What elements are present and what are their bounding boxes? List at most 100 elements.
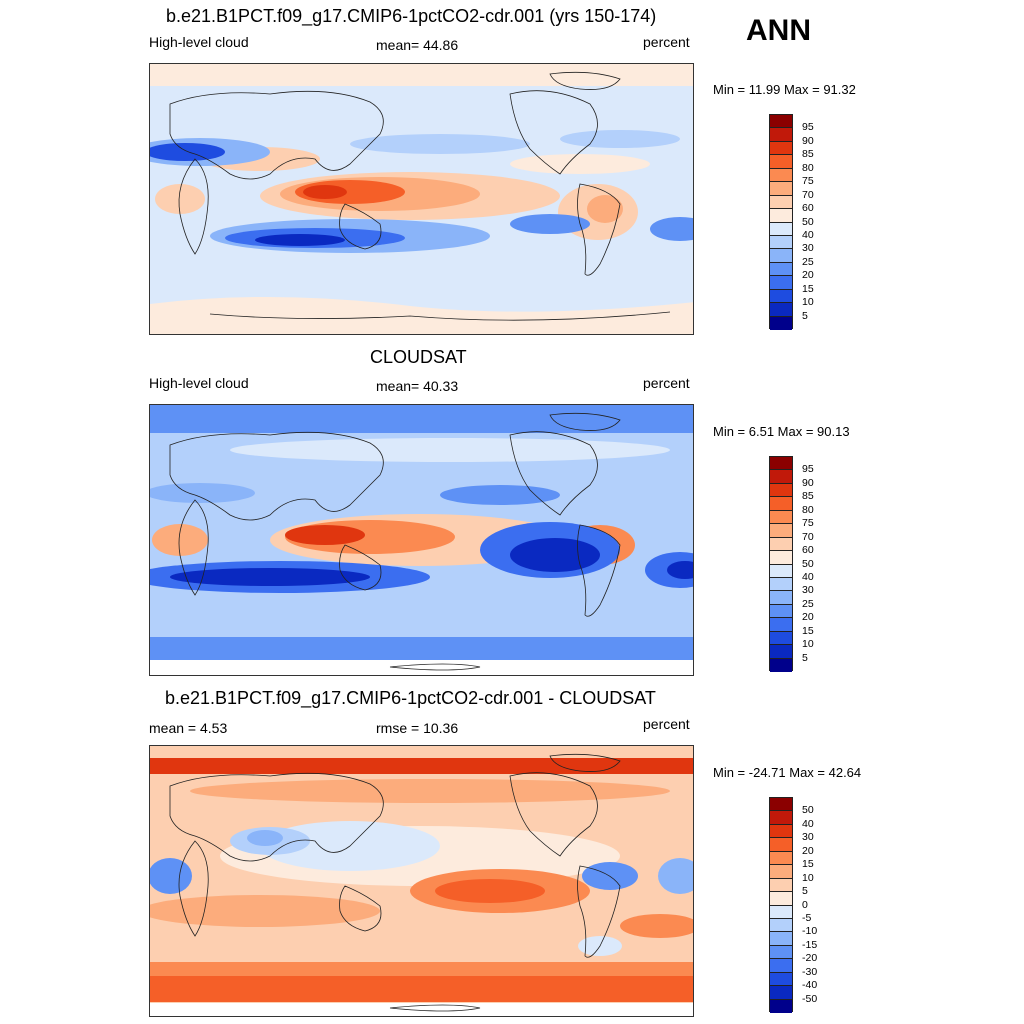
colorbar-tick-label: -40	[802, 979, 818, 992]
colorbar	[769, 114, 793, 330]
colorbar-swatch	[770, 182, 792, 196]
map-plot	[149, 745, 694, 1017]
colorbar-swatch	[770, 497, 792, 511]
colorbar-tick-label: 50	[802, 804, 814, 817]
colorbar-swatch	[770, 577, 792, 592]
colorbar-tick-label: 95	[802, 463, 814, 476]
colorbar-swatch	[770, 537, 792, 552]
colorbar-tick-label: 75	[802, 517, 814, 530]
colorbar-tick-label: 10	[802, 296, 814, 309]
colorbar-swatch	[770, 851, 792, 866]
colorbar-tick-label: -30	[802, 965, 818, 978]
mean-label: mean = 4.53	[149, 720, 228, 736]
colorbar-tick-label: 85	[802, 490, 814, 503]
mean-label: mean= 40.33	[376, 378, 459, 394]
colorbar-tick-label: 20	[802, 844, 814, 857]
mean-label: mean= 44.86	[376, 37, 459, 53]
min-max-label: Min = 6.51 Max = 90.13	[713, 424, 850, 439]
min-max-label: Min = 11.99 Max = 91.32	[713, 82, 856, 97]
colorbar-tick-label: 25	[802, 255, 814, 268]
colorbar-swatch	[770, 932, 792, 946]
colorbar-swatch	[770, 892, 792, 906]
colorbar-swatch	[770, 195, 792, 210]
colorbar	[769, 797, 793, 1013]
colorbar-swatch	[770, 483, 792, 498]
colorbar-tick-label: 20	[802, 269, 814, 282]
colorbar-swatch	[770, 168, 792, 183]
colorbar-swatch	[770, 905, 792, 919]
variable-label: High-level cloud	[149, 34, 249, 50]
colorbar-tick-label: 30	[802, 831, 814, 844]
colorbar-tick-label: 90	[802, 476, 814, 489]
colorbar-tick-label: 50	[802, 215, 814, 228]
colorbar-swatch	[770, 658, 792, 672]
colorbar-tick-label: 85	[802, 148, 814, 161]
colorbar-swatch	[770, 564, 792, 578]
colorbar-swatch	[770, 824, 792, 839]
colorbar-tick-label: -20	[802, 952, 818, 965]
panel-title: CLOUDSAT	[370, 347, 467, 367]
colorbar-swatch	[770, 316, 792, 330]
colorbar-tick-label: -50	[802, 992, 818, 1005]
colorbar-tick-label: 15	[802, 282, 814, 295]
units-label: percent	[643, 375, 690, 391]
colorbar-tick-label: -10	[802, 925, 818, 938]
min-max-label: Min = -24.71 Max = 42.64	[713, 765, 862, 780]
colorbar-swatch	[770, 155, 792, 169]
colorbar-swatch	[770, 289, 792, 304]
map-plot	[149, 404, 694, 676]
colorbar-swatch	[770, 128, 792, 142]
colorbar-tick-label: 15	[802, 858, 814, 871]
colorbar-swatch	[770, 645, 792, 659]
colorbar-tick-label: 40	[802, 228, 814, 241]
colorbar-tick-label: 70	[802, 530, 814, 543]
colorbar-swatch	[770, 510, 792, 525]
colorbar-swatch	[770, 303, 792, 317]
colorbar-swatch	[770, 591, 792, 605]
units-label: percent	[643, 34, 690, 50]
colorbar-swatch	[770, 141, 792, 156]
colorbar-swatch	[770, 524, 792, 538]
colorbar-tick-label: 50	[802, 557, 814, 570]
colorbar-swatch	[770, 604, 792, 619]
colorbar-swatch	[770, 276, 792, 290]
colorbar-tick-label: 5	[802, 309, 808, 322]
colorbar-swatch	[770, 631, 792, 646]
colorbar-tick-label: 5	[802, 885, 808, 898]
colorbar-swatch	[770, 972, 792, 987]
colorbar-tick-label: 60	[802, 544, 814, 557]
colorbar-swatch	[770, 986, 792, 1000]
colorbar-swatch	[770, 249, 792, 263]
colorbar-tick-label: 30	[802, 242, 814, 255]
colorbar-swatch	[770, 235, 792, 250]
variable-label: High-level cloud	[149, 375, 249, 391]
colorbar-tick-label: 20	[802, 611, 814, 624]
panel-title: b.e21.B1PCT.f09_g17.CMIP6-1pctCO2-cdr.00…	[165, 688, 656, 708]
colorbar-swatch	[770, 551, 792, 565]
colorbar-tick-label: 75	[802, 175, 814, 188]
colorbar-swatch	[770, 865, 792, 879]
colorbar-swatch	[770, 470, 792, 484]
colorbar-tick-label: 25	[802, 597, 814, 610]
colorbar-tick-label: -5	[802, 911, 812, 924]
colorbar-tick-label: 95	[802, 121, 814, 134]
colorbar-swatch	[770, 209, 792, 223]
colorbar-swatch	[770, 222, 792, 236]
colorbar-tick-label: 60	[802, 202, 814, 215]
colorbar	[769, 456, 793, 672]
panel-title: b.e21.B1PCT.f09_g17.CMIP6-1pctCO2-cdr.00…	[166, 6, 657, 26]
colorbar-tick-label: 90	[802, 134, 814, 147]
colorbar-tick-label: 30	[802, 584, 814, 597]
colorbar-tick-label: 40	[802, 570, 814, 583]
rmse-label: rmse = 10.36	[376, 720, 459, 736]
colorbar-tick-label: 40	[802, 817, 814, 830]
colorbar-swatch	[770, 798, 792, 812]
map-plot	[149, 63, 694, 335]
colorbar-tick-label: 5	[802, 651, 808, 664]
units-label: percent	[643, 716, 690, 732]
colorbar-swatch	[770, 457, 792, 471]
colorbar-swatch	[770, 262, 792, 277]
colorbar-swatch	[770, 959, 792, 973]
colorbar-tick-label: 0	[802, 898, 808, 911]
colorbar-tick-label: 10	[802, 871, 814, 884]
